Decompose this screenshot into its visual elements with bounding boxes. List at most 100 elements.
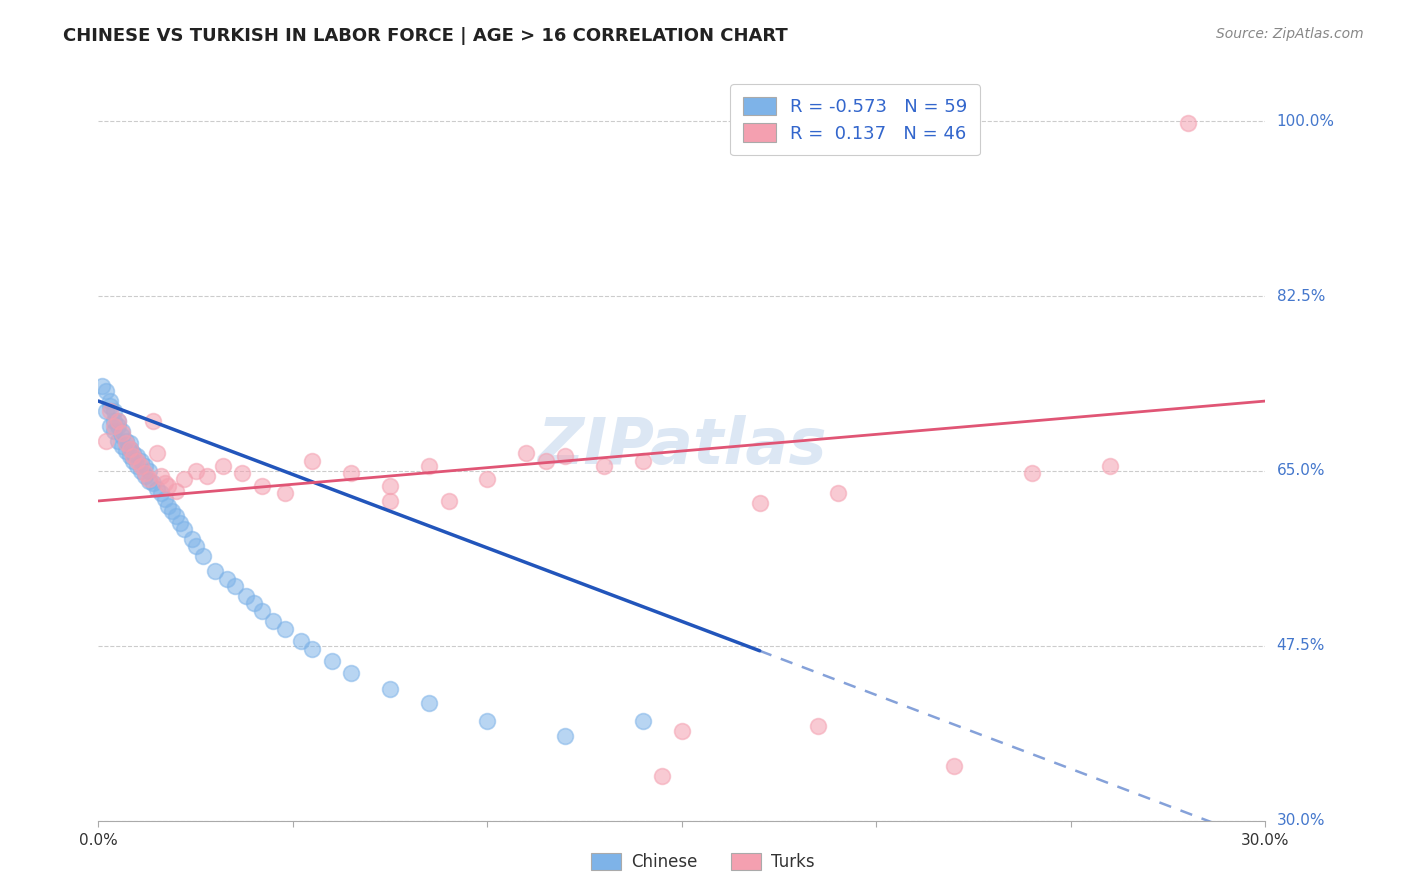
Point [153, 491, 176, 506]
Point [127, 454, 149, 468]
Point [437, 494, 460, 508]
Point [807, 719, 830, 733]
Point [98, 419, 121, 434]
Point [111, 439, 134, 453]
Point [134, 458, 156, 473]
Point [193, 549, 215, 563]
Point [118, 436, 141, 450]
Point [224, 579, 246, 593]
Point [380, 681, 402, 696]
Point [111, 425, 134, 440]
Text: 65.0%: 65.0% [1277, 464, 1324, 478]
Point [943, 758, 966, 772]
Point [184, 539, 207, 553]
Point [122, 446, 145, 460]
Point [98, 394, 121, 409]
Point [651, 769, 673, 783]
Text: 100.0%: 100.0% [1277, 114, 1334, 128]
Point [173, 522, 195, 536]
Point [107, 414, 129, 428]
Point [274, 622, 297, 636]
Point [380, 479, 402, 493]
Point [250, 604, 273, 618]
Point [290, 633, 312, 648]
Point [380, 494, 402, 508]
Point [215, 572, 238, 586]
Point [127, 458, 149, 473]
Point [107, 419, 129, 434]
Point [98, 404, 121, 418]
Point [195, 469, 218, 483]
Point [235, 589, 257, 603]
Point [157, 499, 180, 513]
Point [180, 532, 202, 546]
Point [162, 504, 184, 518]
Point [262, 614, 284, 628]
Point [593, 458, 616, 473]
Point [157, 479, 180, 493]
Point [250, 479, 273, 493]
Point [1021, 466, 1043, 480]
Point [138, 472, 160, 486]
Point [96, 404, 118, 418]
Point [173, 472, 195, 486]
Point [340, 665, 363, 680]
Point [301, 641, 323, 656]
Point [204, 564, 226, 578]
Point [118, 442, 141, 456]
Point [418, 696, 440, 710]
Point [96, 434, 118, 448]
Text: CHINESE VS TURKISH IN LABOR FORCE | AGE > 16 CORRELATION CHART: CHINESE VS TURKISH IN LABOR FORCE | AGE … [63, 27, 787, 45]
Point [631, 714, 654, 728]
Point [554, 729, 576, 743]
Point [146, 482, 169, 496]
Point [138, 474, 160, 488]
Point [103, 424, 125, 438]
Point [827, 486, 849, 500]
Point [165, 508, 187, 523]
Point [212, 458, 235, 473]
Point [103, 414, 125, 428]
Point [114, 436, 136, 450]
Text: 47.5%: 47.5% [1277, 639, 1324, 653]
Point [274, 486, 297, 500]
Point [418, 458, 440, 473]
Point [129, 454, 152, 468]
Text: 82.5%: 82.5% [1277, 289, 1324, 303]
Point [1177, 116, 1199, 130]
Point [149, 486, 172, 500]
Point [1098, 458, 1121, 473]
Point [111, 429, 134, 443]
Point [118, 442, 141, 456]
Point [134, 469, 156, 483]
Point [477, 472, 499, 486]
Point [98, 399, 121, 413]
Text: Source: ZipAtlas.com: Source: ZipAtlas.com [1216, 27, 1364, 41]
Text: ZIPatlas: ZIPatlas [537, 415, 827, 477]
Point [169, 516, 191, 530]
Point [107, 414, 129, 428]
Point [107, 434, 129, 448]
Point [146, 446, 169, 460]
Point [122, 454, 145, 468]
Point [340, 466, 363, 480]
Point [138, 464, 160, 478]
Point [122, 449, 145, 463]
Point [103, 404, 125, 418]
Point [111, 424, 134, 438]
Point [134, 466, 156, 480]
Point [243, 596, 266, 610]
Point [118, 449, 141, 463]
Legend: Chinese, Turks: Chinese, Turks [583, 845, 823, 880]
Point [129, 458, 152, 473]
Point [671, 723, 693, 738]
Point [127, 449, 149, 463]
Point [477, 714, 499, 728]
Point [153, 475, 176, 490]
Point [91, 379, 114, 393]
Point [165, 483, 187, 498]
Point [631, 454, 654, 468]
Point [142, 475, 165, 490]
Point [114, 434, 136, 448]
Point [301, 454, 323, 468]
